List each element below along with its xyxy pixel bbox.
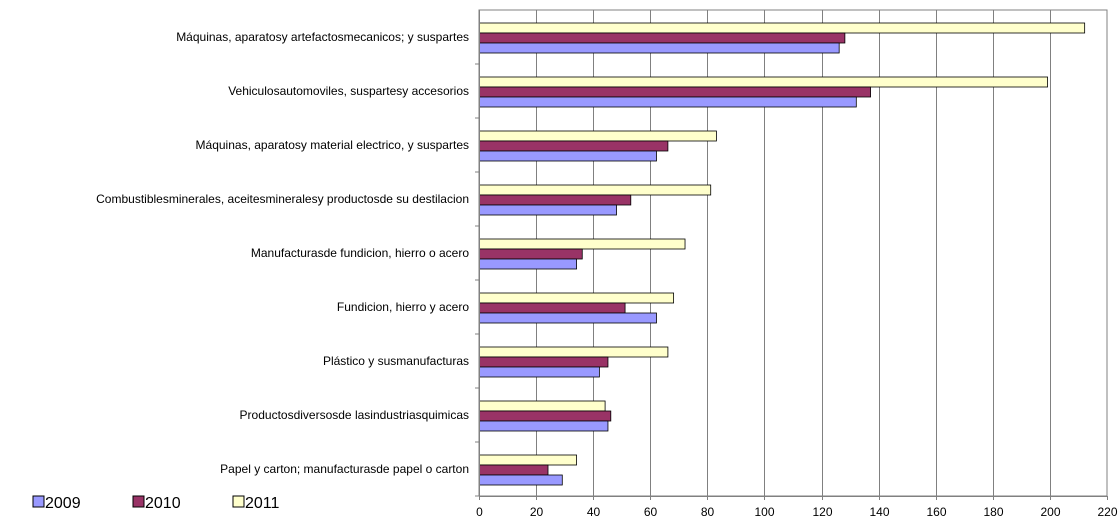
bar-2011	[479, 76, 1048, 88]
category-label: Vehiculosautomoviles, suspartesy accesor…	[228, 84, 469, 98]
bar-2009	[479, 96, 857, 108]
x-tick-label: 100	[754, 505, 774, 519]
category-label: Papel y carton; manufacturasde papel o c…	[220, 462, 469, 476]
bar-2010	[479, 410, 612, 422]
bar-2009	[479, 420, 609, 432]
bar-2011	[479, 400, 606, 412]
x-tick-label: 200	[1040, 505, 1060, 519]
category-label: Manufacturasde fundicion, hierro o acero	[251, 246, 469, 260]
legend-label-2010: 2010	[145, 495, 181, 512]
legend-swatch-2009	[32, 495, 45, 508]
x-tick-label: 80	[701, 505, 715, 519]
bar-2010	[479, 248, 583, 260]
bar-2009	[479, 204, 617, 216]
bar-2010	[479, 194, 632, 206]
x-tick-label: 140	[869, 505, 889, 519]
legend-label-2009: 2009	[45, 495, 81, 512]
x-tick-label: 40	[587, 505, 601, 519]
x-tick-label: 20	[530, 505, 544, 519]
bar-2011	[479, 22, 1086, 34]
bar-2010	[479, 86, 871, 98]
legend-swatch-2011	[232, 495, 245, 508]
x-tick-label: 0	[476, 505, 483, 519]
bar-2009	[479, 474, 563, 486]
bar-2010	[479, 356, 609, 368]
legend-label-2011: 2011	[245, 495, 280, 512]
bar-2011	[479, 292, 675, 304]
bar-2011	[479, 238, 686, 250]
bar-2009	[479, 150, 657, 162]
bar-2011	[479, 454, 577, 466]
x-tick-label: 220	[1097, 505, 1117, 519]
bar-2009	[479, 366, 600, 378]
bar-2010	[479, 464, 549, 476]
bar-2011	[479, 346, 669, 358]
x-tick-label: 120	[812, 505, 832, 519]
bar-2011	[479, 130, 717, 142]
legend-swatch-2010	[132, 495, 145, 508]
x-tick-label: 60	[644, 505, 658, 519]
category-label: Fundicion, hierro y acero	[337, 300, 469, 314]
category-label: Productosdiversosde lasindustriasquimica…	[240, 408, 469, 422]
bar-2010	[479, 302, 626, 314]
bar-2011	[479, 184, 712, 196]
category-label: Plástico y susmanufacturas	[323, 354, 469, 368]
x-tick-label: 180	[983, 505, 1003, 519]
category-label: Máquinas, aparatosy artefactosmecanicos;…	[176, 30, 469, 44]
bar-2009	[479, 312, 657, 324]
category-label: Combustiblesminerales, aceitesmineralesy…	[96, 192, 469, 206]
bar-2009	[479, 258, 577, 270]
bar-2010	[479, 140, 669, 152]
category-label: Máquinas, aparatosy material electrico, …	[196, 138, 469, 152]
bar-2009	[479, 42, 840, 54]
x-tick-label: 160	[926, 505, 946, 519]
bar-2010	[479, 32, 846, 44]
